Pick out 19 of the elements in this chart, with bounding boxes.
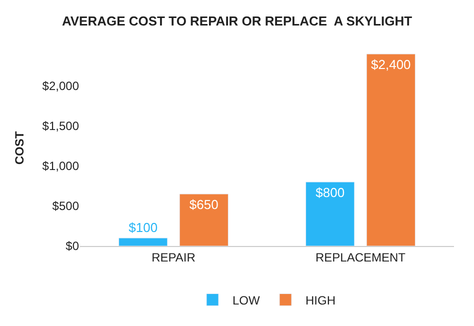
y-tick-label: $2,000 <box>42 79 80 94</box>
bar <box>366 54 416 246</box>
data-label: $100 <box>128 220 158 235</box>
y-tick-label: $0 <box>66 239 80 254</box>
data-label: $650 <box>189 197 218 212</box>
chart-title: AVERAGE COST TO REPAIR OR REPLACE A SKYLIGHT <box>62 13 412 28</box>
y-tick-label: $1,000 <box>42 159 80 174</box>
y-axis-title: COST <box>12 130 27 165</box>
data-label: $2,400 <box>371 57 411 72</box>
x-tick-label: REPAIR <box>152 250 196 264</box>
y-tick-label: $500 <box>52 199 80 214</box>
x-tick-label: REPLACEMENT <box>315 250 406 264</box>
bar <box>179 194 228 246</box>
legend-label: HIGH <box>306 293 336 308</box>
legend-label: LOW <box>232 293 261 308</box>
bar <box>306 182 355 246</box>
data-label: $800 <box>316 185 345 200</box>
bar <box>118 238 168 246</box>
y-tick-label: $1,500 <box>42 119 80 134</box>
